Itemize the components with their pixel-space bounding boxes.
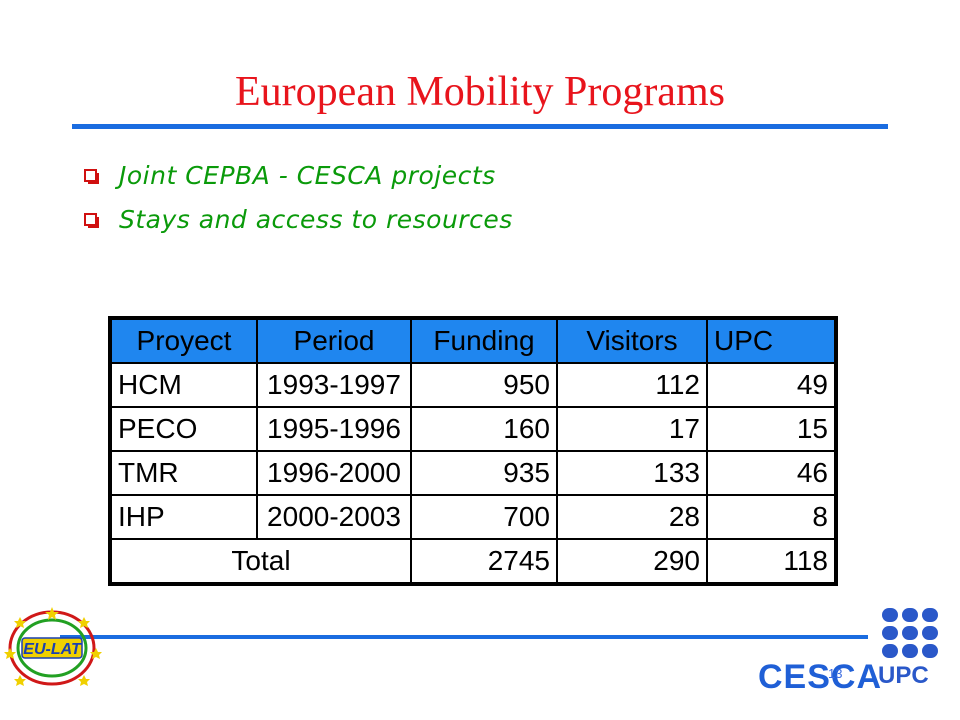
cell-funding: 160 [410,406,558,452]
cell-upc: 46 [706,450,836,496]
header-upc: UPC [706,318,836,364]
total-label: Total [110,538,412,584]
cell-funding: 950 [410,362,558,408]
upc-dot-grid-icon [882,608,940,658]
header-visitors: Visitors [556,318,708,364]
cell-upc: 8 [706,494,836,540]
checkbox-bullet-icon [84,168,99,184]
cell-visitors: 17 [556,406,708,452]
page-number: 13 [828,666,843,681]
bullet-text: Stays and access to resources [119,204,513,234]
cell-upc: 49 [706,362,836,408]
header-period: Period [256,318,412,364]
cell-proyect: HCM [110,362,258,408]
cell-visitors: 133 [556,450,708,496]
cell-funding: 700 [410,494,558,540]
eu-lat-logo: EU-LAT [4,607,102,686]
title-divider [72,124,888,129]
cell-funding: 935 [410,450,558,496]
header-proyect: Proyect [110,318,258,364]
cell-period: 2000-2003 [256,494,412,540]
table-row: TMR 1996-2000 935 133 46 [110,450,836,496]
cell-upc: 15 [706,406,836,452]
total-visitors: 290 [556,538,708,584]
checkbox-bullet-icon [84,212,99,228]
cell-proyect: IHP [110,494,258,540]
header-funding: Funding [410,318,558,364]
cell-visitors: 28 [556,494,708,540]
cell-period: 1996-2000 [256,450,412,496]
table-row: IHP 2000-2003 700 28 8 [110,494,836,540]
eu-lat-logo-text: EU-LAT [23,641,82,658]
footer-divider [60,635,868,639]
upc-logo-text: UPC [878,662,929,689]
mobility-table: Proyect Period Funding Visitors UPC HCM … [108,316,838,586]
cesca-logo: CESCA [758,658,883,696]
cell-proyect: TMR [110,450,258,496]
bullet-item: Joint CEPBA - CESCA projects [84,153,513,197]
table-header-row: Proyect Period Funding Visitors UPC [110,318,836,364]
bullet-text: Joint CEPBA - CESCA projects [119,160,496,190]
cell-period: 1995-1996 [256,406,412,452]
cell-visitors: 112 [556,362,708,408]
slide-title: European Mobility Programs [235,69,725,115]
bullet-item: Stays and access to resources [84,197,513,241]
total-funding: 2745 [410,538,558,584]
table-total-row: Total 2745 290 118 [110,538,836,584]
table-row: HCM 1993-1997 950 112 49 [110,362,836,408]
table-row: PECO 1995-1996 160 17 15 [110,406,836,452]
cell-period: 1993-1997 [256,362,412,408]
bullet-list: Joint CEPBA - CESCA projects Stays and a… [84,153,513,241]
upc-logo: UPC [878,608,940,690]
total-upc: 118 [706,538,836,584]
cell-proyect: PECO [110,406,258,452]
